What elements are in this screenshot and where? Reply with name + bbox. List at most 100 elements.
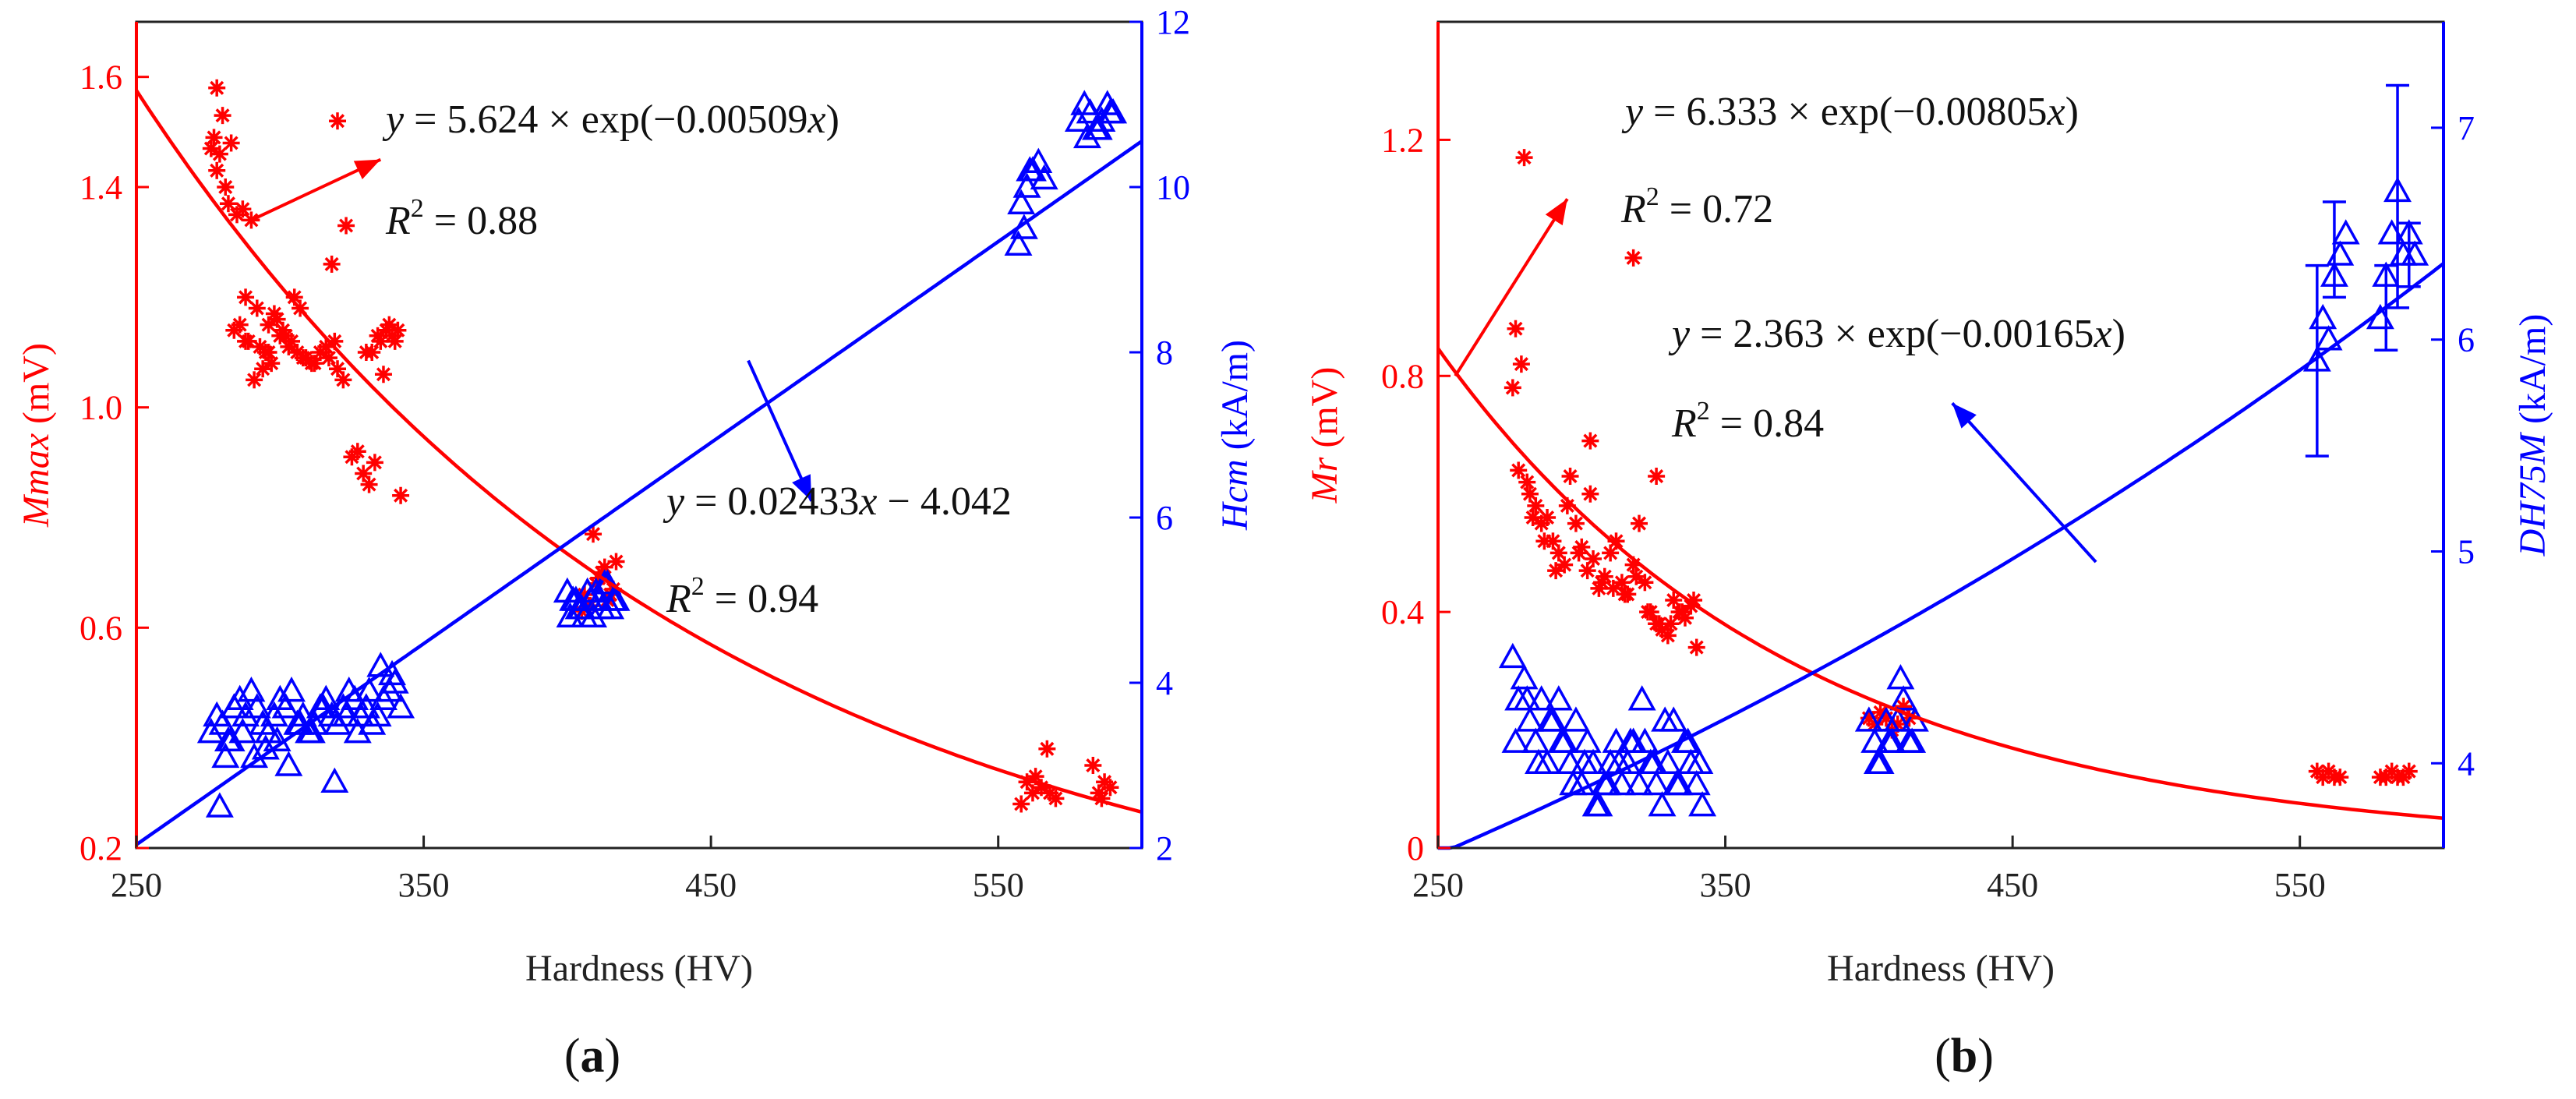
data-point-triangle <box>1688 791 1717 817</box>
right-tick-label: 12 <box>1156 3 1190 41</box>
data-point-triangle <box>1527 685 1556 711</box>
left-tick-label: 1.2 <box>1381 121 1424 159</box>
panel-a-right-axis-label: Hcm (kA/m) <box>1214 340 1256 531</box>
data-point-triangle <box>1087 106 1116 132</box>
data-point-asterisk <box>1547 562 1565 580</box>
left-tick-label: 1.0 <box>80 389 122 427</box>
data-point-triangle <box>1547 727 1576 753</box>
data-point-asterisk <box>1504 379 1521 397</box>
data-point-asterisk <box>1093 790 1111 807</box>
data-point-triangle <box>2331 219 2360 245</box>
right-tick-label: 6 <box>2458 321 2475 359</box>
data-point-triangle <box>2309 303 2337 330</box>
data-point-asterisk <box>2331 769 2349 786</box>
data-point-asterisk <box>283 332 301 350</box>
data-point-triangle <box>1521 727 1550 753</box>
data-point-asterisk <box>1558 496 1576 514</box>
data-point-triangle <box>1007 189 1036 214</box>
data-point-triangle <box>1602 727 1631 753</box>
panel-b-left-axis-label: Mr (mV) <box>1304 367 1345 504</box>
panel-a-left-axis-label: Mmax (mV) <box>16 343 57 528</box>
data-point-asterisk <box>268 310 286 328</box>
data-point-triangle <box>378 659 407 686</box>
data-point-triangle <box>1682 769 1711 796</box>
data-point-triangle <box>309 693 337 719</box>
data-point-triangle <box>1544 685 1573 711</box>
data-point-triangle <box>217 726 246 751</box>
data-point-asterisk <box>357 344 375 361</box>
data-point-asterisk <box>1648 468 1666 485</box>
right-tick-label: 5 <box>2458 532 2475 571</box>
data-point-asterisk <box>329 112 346 130</box>
right-tick-label: 4 <box>1156 664 1173 702</box>
data-point-asterisk <box>1561 468 1579 485</box>
panel-b-fit-lines <box>1436 262 2445 850</box>
data-point-asterisk <box>1624 249 1642 267</box>
data-point-asterisk <box>254 360 272 378</box>
data-point-asterisk <box>1581 485 1599 503</box>
data-point-triangle <box>205 792 234 818</box>
data-point-asterisk <box>334 371 352 389</box>
left-tick-label: 0 <box>1407 829 1424 868</box>
data-point-asterisk <box>1023 784 1041 802</box>
right-tick-label: 8 <box>1156 334 1173 372</box>
data-point-triangle <box>323 709 352 735</box>
data-point-triangle <box>1886 663 1915 690</box>
fit-curve-linear <box>135 140 1143 846</box>
data-point-asterisk <box>585 525 602 543</box>
panel-a-x-axis-label: Hardness (HV) <box>525 948 753 989</box>
fit-curve-exp <box>1436 347 2444 820</box>
x-tick-label: 350 <box>1700 866 1751 904</box>
panel-b-fit-equation-red: y = 6.333 × exp(−0.00805x) <box>1621 90 2079 134</box>
data-point-triangle <box>380 668 409 694</box>
data-point-asterisk <box>237 332 255 350</box>
right-tick-label: 10 <box>1156 168 1190 207</box>
left-tick-label: 0.8 <box>1381 357 1424 395</box>
x-tick-label: 550 <box>2274 866 2326 904</box>
data-point-triangle <box>1648 791 1677 817</box>
data-point-triangle <box>211 742 240 769</box>
data-point-triangle <box>1016 156 1044 182</box>
data-point-asterisk <box>1507 320 1525 337</box>
error-bar <box>2322 200 2346 299</box>
data-point-asterisk <box>210 145 228 163</box>
data-point-triangle <box>251 734 280 760</box>
data-point-triangle <box>320 767 349 793</box>
panel-b-fit-equation-blue: y = 2.363 × exp(−0.00165x) <box>1668 312 2125 356</box>
data-point-asterisk <box>1512 355 1530 373</box>
panel-b-error-bars <box>2305 83 2421 458</box>
left-tick-label: 0.6 <box>80 609 122 647</box>
data-point-asterisk <box>374 366 392 383</box>
panel-a-left-axis-label-var: Mmax <box>16 433 57 528</box>
panel-b-points <box>1498 149 2429 817</box>
right-tick-label: 2 <box>1156 829 1173 868</box>
data-point-asterisk <box>1570 544 1588 562</box>
right-tick-label: 6 <box>1156 499 1173 537</box>
data-point-triangle <box>1525 748 1553 775</box>
data-point-triangle <box>1515 706 1544 732</box>
data-point-asterisk <box>320 349 337 367</box>
data-point-triangle <box>1030 164 1058 190</box>
x-tick-label: 350 <box>398 866 450 904</box>
data-point-asterisk <box>217 178 235 196</box>
data-point-triangle <box>237 676 266 702</box>
data-point-triangle <box>1593 769 1622 796</box>
data-point-triangle <box>1889 685 1918 711</box>
left-tick-label: 0.2 <box>80 829 122 868</box>
annotation-arrow <box>250 157 382 222</box>
data-point-asterisk <box>1639 603 1657 621</box>
data-point-triangle <box>1581 791 1610 817</box>
data-point-asterisk <box>1524 509 1542 526</box>
data-point-triangle <box>277 676 306 702</box>
panel-a-left-axis-label-unit: (mV) <box>16 343 57 433</box>
data-point-triangle <box>329 693 358 719</box>
panel-b-x-axis-label: Hardness (HV) <box>1827 948 2055 989</box>
data-point-asterisk <box>248 299 266 317</box>
data-point-asterisk <box>1627 567 1645 585</box>
data-point-asterisk <box>1687 638 1705 656</box>
data-point-triangle <box>196 717 225 744</box>
data-point-asterisk <box>1539 509 1557 526</box>
data-point-triangle <box>355 676 383 702</box>
data-point-triangle <box>387 693 415 719</box>
data-point-asterisk <box>360 475 378 493</box>
